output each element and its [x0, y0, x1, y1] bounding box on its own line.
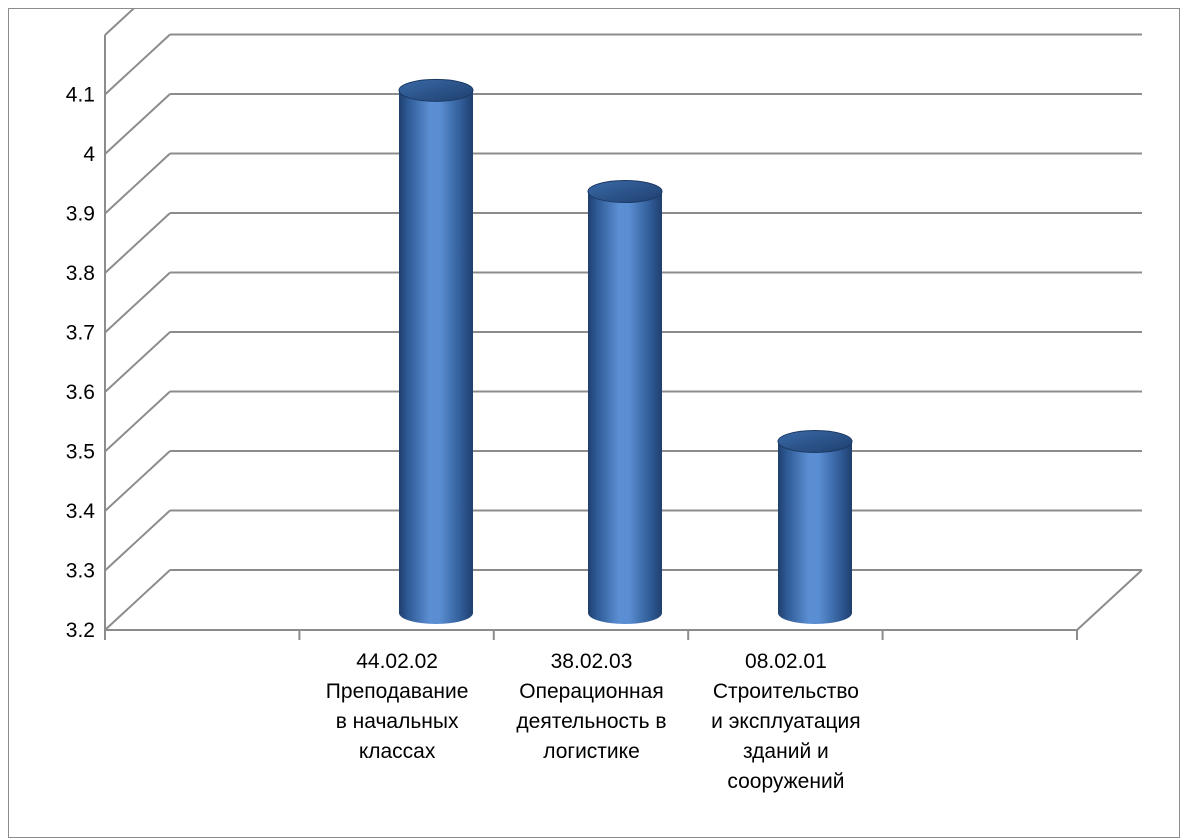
- x-category-label: 38.02.03 Операционная деятельность в лог…: [516, 650, 667, 763]
- bar-cylinder-1: [398, 78, 474, 624]
- gridline-side: [104, 33, 171, 96]
- chart-svg: 3.2 3.3 3.4 3.5 3.6 3.7 3.8 3.9 4 4.1: [66, 9, 1143, 643]
- y-tick-label: 3.6: [66, 381, 95, 404]
- bar-body: [399, 90, 473, 624]
- y-axis-tick-labels: 3.2 3.3 3.4 3.5 3.6 3.7 3.8 3.9 4 4.1: [66, 84, 96, 643]
- floor-right-edge: [1076, 569, 1143, 631]
- y-tick-label: 3.8: [66, 262, 95, 285]
- bar-body: [588, 191, 662, 625]
- bar-top-cap: [587, 180, 663, 204]
- gridline-side: [104, 450, 171, 512]
- gridline-side: [104, 93, 171, 155]
- gridline-side: [104, 9, 135, 36]
- gridline-side: [104, 509, 171, 572]
- y-tick-label: 4: [83, 143, 95, 166]
- bar-cylinder-3: [777, 429, 853, 624]
- x-category-label: 08.02.01 Строительство и эксплуатация зд…: [711, 650, 861, 793]
- bar-top-cap: [777, 429, 853, 453]
- y-tick-label: 3.2: [66, 619, 95, 642]
- gridline-side: [104, 331, 171, 393]
- bars: [398, 78, 853, 625]
- gridline-side: [104, 390, 171, 453]
- y-tick-label: 4.1: [66, 84, 95, 107]
- y-tick-label: 3.5: [66, 441, 95, 464]
- x-category-label: 44.02.02 Преподавание в начальных класса…: [325, 650, 469, 763]
- bar-body: [778, 441, 852, 624]
- gridline-side: [104, 569, 171, 631]
- gridline-side: [104, 271, 171, 334]
- bar-cylinder-2: [587, 180, 663, 625]
- y-tick-label: 3.9: [66, 203, 95, 226]
- gridline-side: [104, 212, 171, 274]
- gridline-side: [104, 152, 171, 215]
- bar-top-cap: [398, 78, 474, 102]
- y-tick-label: 3.3: [66, 560, 95, 583]
- axes: [104, 35, 1143, 640]
- chart-area: 3.2 3.3 3.4 3.5 3.6 3.7 3.8 3.9 4 4.1 44.02.02 Пр…: [8, 8, 1180, 838]
- y-tick-label: 3.4: [66, 500, 96, 523]
- y-tick-label: 3.7: [66, 322, 95, 345]
